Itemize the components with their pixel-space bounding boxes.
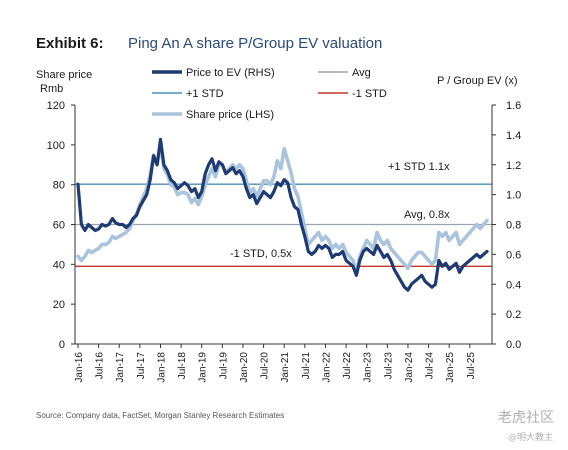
- x-tick-label: Jan-20: [239, 352, 250, 383]
- x-tick-label: Jan-18: [156, 352, 167, 383]
- left-axis-ticks: 0 20 40 60 80 100 120: [47, 100, 75, 351]
- right-axis-title: P / Group EV (x): [437, 75, 518, 87]
- x-tick-label: Jan-16: [74, 352, 85, 383]
- x-axis-ticks: Jan-16 Jul-16 Jan-17 Jul-17 Jan-18 Jul-18 Jan-…: [74, 344, 477, 383]
- x-tick-label: Jul-20: [260, 352, 271, 380]
- series-price-to-ev-line: [76, 137, 489, 292]
- left-tick-label: 100: [47, 140, 65, 152]
- x-tick-label: Jan-24: [404, 352, 415, 383]
- source-note: Source: Company data, FactSet, Morgan St…: [36, 411, 284, 420]
- x-tick-label: Jan-19: [198, 352, 209, 383]
- series-lines: [76, 137, 489, 292]
- right-tick-label: 0.4: [506, 279, 521, 291]
- x-tick-label: Jan-17: [115, 352, 126, 383]
- left-tick-label: 120: [47, 100, 65, 112]
- x-tick-label: Jan-22: [321, 352, 332, 383]
- x-tick-label: Jul-25: [466, 352, 477, 380]
- ref-annotation: -1 STD, 0.5x: [230, 248, 292, 260]
- watermark-text: 老虎社区: [498, 410, 554, 426]
- right-tick-label: 1.4: [506, 130, 521, 142]
- right-tick-label: 1.0: [506, 190, 521, 202]
- x-tick-label: Jul-19: [218, 352, 229, 380]
- right-axis-ticks: 0.0 0.2 0.4 0.6 0.8 1.0 1.2 1.4 1.6: [492, 100, 521, 351]
- right-tick-label: 0.8: [506, 220, 521, 232]
- x-tick-label: Jul-16: [95, 352, 106, 380]
- right-tick-label: 0.6: [506, 249, 521, 261]
- right-tick-label: 0.2: [506, 309, 521, 321]
- legend-label-plus1std: +1 STD: [186, 88, 224, 100]
- left-axis-title-line2: Rmb: [40, 83, 63, 95]
- left-axis-title-line1: Share price: [36, 69, 92, 81]
- x-tick-label: Jul-24: [425, 352, 436, 380]
- reference-lines: +1 STD 1.1x Avg, 0.8x -1 STD, 0.5x: [75, 161, 492, 267]
- left-tick-label: 60: [53, 220, 65, 232]
- x-tick-label: Jul-21: [301, 352, 312, 380]
- left-tick-label: 40: [53, 259, 65, 271]
- x-tick-label: Jan-21: [280, 352, 291, 383]
- right-tick-label: 1.2: [506, 160, 521, 172]
- left-tick-label: 80: [53, 180, 65, 192]
- right-tick-label: 0.0: [506, 339, 521, 351]
- watermark-subtext: @明大教主: [508, 431, 553, 443]
- x-tick-label: Jul-18: [177, 352, 188, 380]
- legend-label-avg: Avg: [352, 67, 371, 79]
- x-tick-label: Jul-22: [342, 352, 353, 380]
- ref-annotation: Avg, 0.8x: [404, 209, 450, 221]
- left-tick-label: 20: [53, 299, 65, 311]
- x-tick-label: Jul-17: [136, 352, 147, 380]
- ref-annotation: +1 STD 1.1x: [388, 161, 450, 173]
- x-tick-label: Jul-23: [383, 352, 394, 380]
- chart-title: Ping An A share P/Group EV valuation: [128, 35, 382, 52]
- right-tick-label: 1.6: [506, 100, 521, 112]
- left-tick-label: 0: [59, 339, 65, 351]
- legend-label-price-to-ev: Price to EV (RHS): [186, 67, 275, 79]
- legend-label-minus1std: -1 STD: [352, 88, 387, 100]
- x-tick-label: Jan-25: [445, 352, 456, 383]
- x-tick-label: Jan-23: [363, 352, 374, 383]
- legend: Price to EV (RHS) Avg +1 STD -1 STD Shar…: [152, 67, 387, 121]
- exhibit-label: Exhibit 6:: [36, 35, 104, 52]
- legend-label-share-price: Share price (LHS): [186, 109, 274, 121]
